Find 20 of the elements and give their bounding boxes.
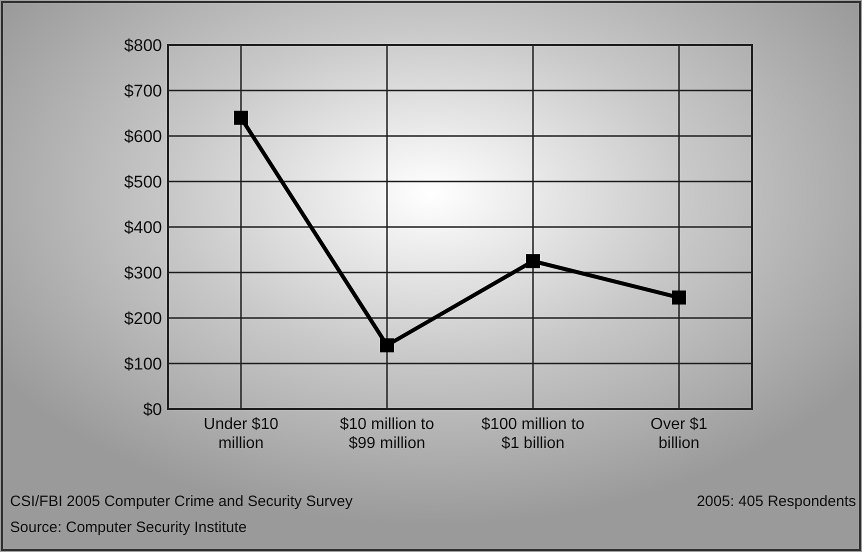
point xyxy=(234,110,248,125)
y-tick-label: $800 xyxy=(124,36,162,55)
text: 2005: 405 Respondents xyxy=(696,493,856,510)
x-tick-label: $100 million to $1 billion xyxy=(481,416,585,452)
y-tick-label: $100 xyxy=(124,354,162,374)
y-tick-label: $0 xyxy=(143,400,162,419)
x-tick-label: Over $1 billion xyxy=(650,416,708,452)
x-tick-label: Under $10 million xyxy=(204,416,278,452)
point xyxy=(672,290,686,305)
y-tick-label: $700 xyxy=(124,81,162,100)
y-tick-label: $600 xyxy=(124,126,162,146)
source-note: Source: Computer Security Institute xyxy=(10,519,247,536)
y-tick-label: $400 xyxy=(124,218,162,237)
y-tick-label: $500 xyxy=(124,172,162,192)
y-tick-label: $200 xyxy=(124,308,162,328)
x-tick-label: $10 million to $99 million xyxy=(340,416,434,452)
y-tick-label: $300 xyxy=(124,263,162,282)
point xyxy=(526,254,540,268)
point xyxy=(380,338,394,352)
text: CSI/FBI 2005 Computer Crime and Security Survey xyxy=(10,493,354,510)
